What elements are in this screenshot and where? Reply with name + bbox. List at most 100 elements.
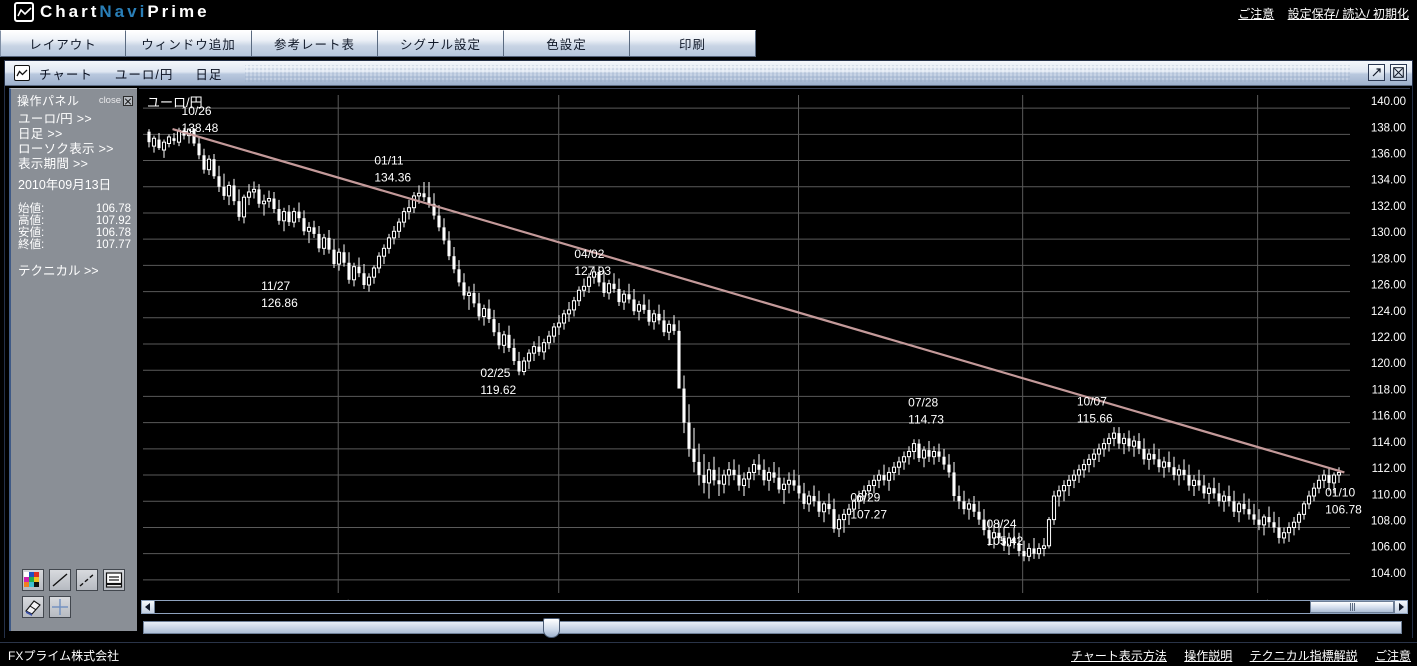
footer-links: チャート表示方法 操作説明 テクニカル指標解説 ご注意 (1057, 647, 1411, 664)
menu-signal-settings[interactable]: シグナル設定 (378, 30, 504, 57)
low-annotation-0824-date: 08/24 (987, 517, 1017, 531)
ohlc-low-row: 安値: 106.78 (18, 227, 131, 239)
ohlc-close-row: 終値: 107.77 (18, 239, 131, 251)
peak-annotation-0728-price: 114.73 (908, 413, 944, 427)
downtrend-line (172, 128, 1345, 474)
low-annotation-0225-price: 119.62 (480, 383, 516, 397)
low-annotation-0629-date: 06/29 (850, 490, 880, 504)
ohlc-close-label: 終値: (18, 239, 45, 251)
control-panel-links: ユーロ/円 >> 日足 >> ローソク表示 >> 表示期間 >> (11, 112, 137, 172)
app-title: ChartNaviPrime (40, 2, 210, 22)
peak-annotation-0111-date: 01/11 (374, 154, 403, 168)
range-slider-handle[interactable] (543, 618, 560, 638)
scrollbar-thumb[interactable] (1310, 601, 1394, 613)
scroll-right-arrow-icon[interactable] (1394, 601, 1407, 613)
panel-close-button[interactable]: close (99, 95, 133, 106)
panel-selected-date: 2010年09月13日 (18, 178, 112, 192)
ohlc-low-value: 106.78 (95, 227, 131, 239)
peak-annotation-0111-price: 134.36 (374, 171, 411, 185)
chart-window-titlebar[interactable]: チャート ユーロ/円 日足 (5, 61, 1412, 86)
maximize-icon[interactable] (1368, 64, 1385, 81)
ohlc-open-label: 始値: (18, 203, 45, 215)
y-axis-tick-label: 120.00 (1371, 358, 1406, 370)
chart-window: チャート ユーロ/円 日足 操作パネル close (4, 60, 1413, 638)
chart-horizontal-scrollbar[interactable] (141, 600, 1408, 614)
footer-bar: FXプライム株式会社 チャート表示方法 操作説明 テクニカル指標解説 ご注意 (0, 642, 1417, 666)
chart-canvas: 140.00 138.00 136.00 134.00 132.00 130.00 128.… (139, 89, 1410, 637)
low-annotation-0824-price: 105.42 (987, 534, 1024, 548)
eraser-tool-icon[interactable] (22, 596, 44, 618)
app-logo: ChartNaviPrime (14, 2, 210, 22)
menu-color-settings[interactable]: 色設定 (504, 30, 630, 57)
peak-annotation-1007-price: 115.66 (1077, 411, 1113, 425)
menu-layout[interactable]: レイアウト (0, 30, 126, 57)
footer-company: FXプライム株式会社 (8, 649, 120, 663)
chart-svg: 140.00 138.00 136.00 134.00 132.00 130.00 128.… (139, 89, 1410, 637)
titlebar-drag-handle[interactable] (245, 65, 1350, 82)
y-axis-tick-label: 132.00 (1371, 201, 1406, 213)
logo-part-1: Chart (40, 2, 100, 21)
control-panel-title: 操作パネル (17, 94, 80, 108)
ohlc-readout: 始値: 106.78 高値: 107.92 安値: 106.78 終値: 107… (11, 203, 137, 251)
drawing-tools-row-2 (22, 596, 134, 618)
y-axis-tick-label: 128.00 (1371, 253, 1406, 265)
scroll-left-arrow-icon[interactable] (142, 601, 155, 613)
y-axis-tick-label: 126.00 (1371, 280, 1406, 292)
crosshair-tool-icon[interactable] (49, 596, 71, 618)
chart-title: ユーロ/円 (147, 95, 203, 110)
footer-link-technical[interactable]: テクニカル指標解説 (1249, 649, 1358, 663)
scrollbar-track[interactable] (155, 601, 1394, 613)
panel-link-pair[interactable]: ユーロ/円 >> (18, 112, 92, 126)
panel-link-candle-display[interactable]: ローソク表示 >> (18, 142, 114, 156)
menu-print[interactable]: 印刷 (630, 30, 756, 57)
header-links: ご注意 設定保存/ 読込/ 初期化 (1228, 5, 1409, 22)
chart-range-slider[interactable] (143, 618, 1402, 638)
y-axis-tick-label: 110.00 (1372, 489, 1406, 501)
ohlc-high-value: 107.92 (95, 215, 131, 227)
y-axis-tick-label: 134.00 (1371, 175, 1406, 187)
peak-annotation-0728-date: 07/28 (908, 396, 938, 410)
ohlc-high-label: 高値: (18, 215, 45, 227)
close-icon[interactable] (1390, 64, 1407, 81)
color-palette-icon[interactable] (22, 569, 44, 591)
header-link-caution[interactable]: ご注意 (1238, 7, 1275, 21)
ohlc-high-row: 高値: 107.92 (18, 215, 131, 227)
y-axis-tick-label: 106.00 (1371, 542, 1406, 554)
low-annotation-0110-price: 106.78 (1325, 502, 1362, 516)
low-annotation-0225-date: 02/25 (480, 366, 510, 380)
low-annotation-1127-date: 11/27 (261, 279, 290, 293)
drawing-tools (22, 569, 134, 623)
footer-link-chart-howto[interactable]: チャート表示方法 (1071, 649, 1167, 663)
low-annotation-0110-date: 01/10 (1325, 485, 1355, 499)
peak-annotation-1026-price: 138.48 (182, 121, 219, 135)
candlestick-series (147, 127, 1342, 562)
chart-window-body: 操作パネル close ユーロ/円 >> 日足 >> ローソク表示 >> 表示期… (5, 86, 1412, 638)
y-axis-tick-label: 118.00 (1372, 384, 1406, 396)
line-tool-icon[interactable] (49, 569, 71, 591)
menu-add-window[interactable]: ウィンドウ追加 (126, 30, 252, 57)
dashed-line-tool-icon[interactable] (76, 569, 98, 591)
chart-wave-icon-small (14, 65, 30, 81)
footer-link-caution[interactable]: ご注意 (1374, 649, 1411, 663)
header-link-settings[interactable]: 設定保存/ 読込/ 初期化 (1287, 7, 1409, 21)
y-axis-tick-label: 122.00 (1371, 332, 1406, 344)
peak-annotation-1026-date: 10/26 (182, 104, 212, 118)
window-title-chart: チャート (39, 67, 93, 82)
chart-plot-area[interactable]: 140.00 138.00 136.00 134.00 132.00 130.00 128.… (139, 88, 1410, 637)
panel-link-display-period[interactable]: 表示期間 >> (18, 157, 89, 171)
close-icon-small (123, 95, 133, 106)
menu-filler (756, 30, 1417, 57)
peak-annotation-1007-date: 10/07 (1077, 394, 1107, 408)
menu-bar: レイアウト ウィンドウ追加 参考レート表 シグナル設定 色設定 印刷 (0, 30, 1417, 58)
footer-link-operation[interactable]: 操作説明 (1184, 649, 1233, 663)
y-axis-tick-label: 138.00 (1371, 122, 1406, 134)
logo-part-3: Prime (147, 2, 210, 21)
logo-part-2: Navi (99, 2, 148, 21)
panel-link-technical[interactable]: テクニカル >> (18, 264, 99, 278)
text-box-tool-icon[interactable] (103, 569, 125, 591)
panel-link-timeframe[interactable]: 日足 >> (18, 127, 63, 141)
control-panel-header: 操作パネル close (11, 89, 137, 109)
control-panel: 操作パネル close ユーロ/円 >> 日足 >> ローソク表示 >> 表示期… (9, 88, 137, 631)
menu-reference-rates[interactable]: 参考レート表 (252, 30, 378, 57)
